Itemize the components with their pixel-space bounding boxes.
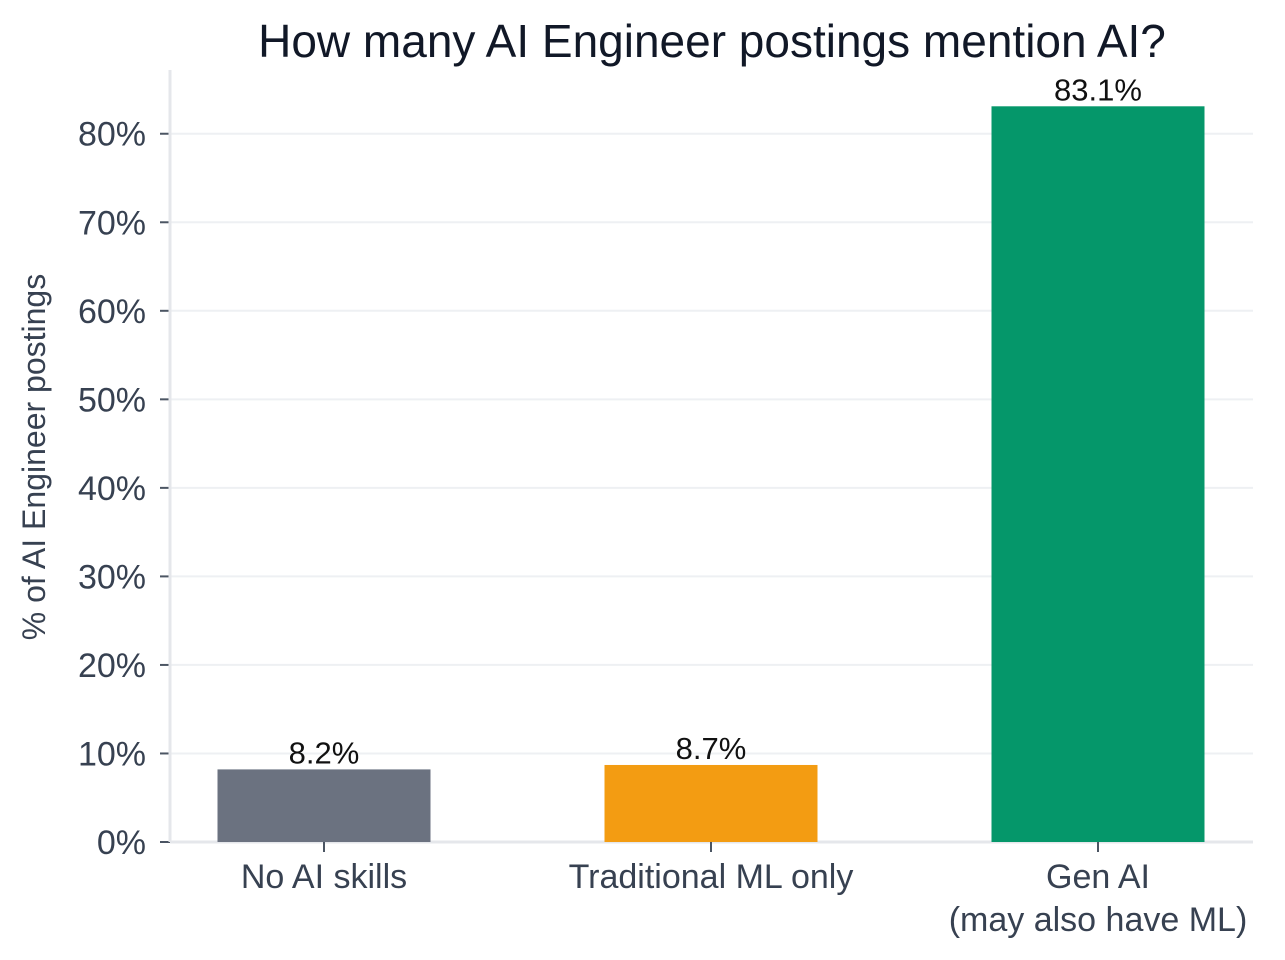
chart-title: How many AI Engineer postings mention AI… [258,15,1166,67]
y-tick-label-30: 30% [78,558,146,596]
bar-2 [991,106,1205,843]
y-axis-label: % of AI Engineer postings [16,274,52,640]
bar-label-1: 8.7% [676,731,747,766]
x-tick-label-2-0: Gen AI [1046,858,1150,896]
y-tick-label-20: 20% [78,647,146,685]
y-tick-label-10: 10% [78,735,146,773]
y-tick-label-50: 50% [78,381,146,419]
bar-label-2: 83.1% [1054,72,1142,107]
labels: 0% 10% 20% 30% 40% 50% 60% 70% 80% 8.2% No AI skil… [78,72,1247,939]
bar-label-0: 8.2% [289,735,360,770]
y-tick-label-80: 80% [78,116,146,154]
y-tick-label-60: 60% [78,293,146,331]
y-tick-label-0: 0% [97,824,146,862]
y-tick-label-40: 40% [78,470,146,508]
bar-1 [604,764,818,842]
bars [217,106,1205,843]
x-tick-label-1-0: Traditional ML only [569,858,854,896]
x-tick-label-2-1: (may also have ML) [949,901,1248,939]
x-tick-label-0-0: No AI skills [241,858,407,896]
y-tick-label-70: 70% [78,204,146,242]
bar-0 [217,769,431,842]
